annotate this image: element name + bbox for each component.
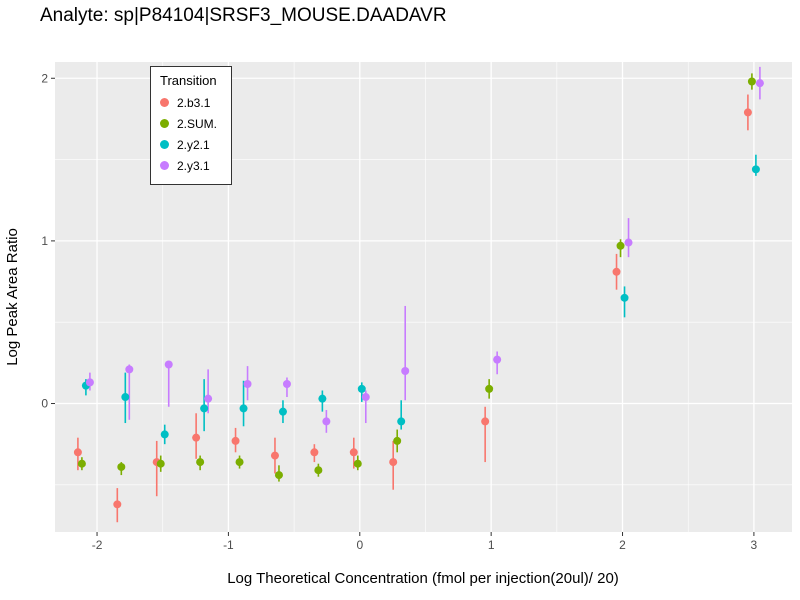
data-point (278, 407, 287, 416)
data-point (616, 241, 625, 250)
data-point (743, 108, 752, 117)
data-point (85, 378, 94, 387)
data-point (755, 79, 764, 88)
y-tick-label: 2 (41, 71, 48, 85)
data-point (156, 459, 165, 468)
data-point (77, 459, 86, 468)
legend-item: 2.y3.1 (160, 155, 217, 176)
data-point (314, 466, 323, 475)
data-point (612, 267, 621, 276)
data-point (318, 394, 327, 403)
legend-point-icon (160, 161, 169, 170)
x-tick-label: 2 (619, 538, 626, 552)
data-point (357, 384, 366, 393)
data-point (121, 393, 130, 402)
data-point (274, 471, 283, 480)
data-point (270, 451, 279, 460)
data-point (200, 404, 209, 413)
x-tick-label: 3 (751, 538, 758, 552)
data-point (389, 458, 398, 467)
data-point (160, 430, 169, 439)
legend-item: 2.b3.1 (160, 92, 217, 113)
legend-item-label: 2.SUM. (177, 116, 218, 131)
data-point (125, 365, 134, 374)
data-point (751, 165, 760, 174)
x-tick-label: 1 (488, 538, 495, 552)
legend: Transition 2.b3.1 2.SUM. 2.y2.1 2.y3.1 (150, 66, 233, 185)
data-point (235, 458, 244, 467)
data-point (620, 293, 629, 302)
data-point (747, 77, 756, 86)
legend-point-icon (160, 119, 169, 128)
legend-item: 2.SUM. (160, 113, 217, 134)
data-point (192, 433, 201, 442)
data-point (624, 238, 633, 247)
data-point (164, 360, 173, 369)
data-point (361, 393, 370, 402)
data-point (73, 448, 82, 457)
data-point (397, 417, 406, 426)
legend-item-label: 2.y3.1 (177, 158, 210, 173)
x-tick-label: -2 (92, 538, 103, 552)
x-axis-label: Log Theoretical Concentration (fmol per … (227, 570, 619, 587)
legend-item-label: 2.y2.1 (177, 137, 210, 152)
x-tick-label: 0 (356, 538, 363, 552)
data-point (239, 404, 248, 413)
legend-title: Transition (160, 73, 217, 88)
data-point (353, 459, 362, 468)
data-point (243, 380, 252, 389)
legend-point-icon (160, 98, 169, 107)
data-point (349, 448, 358, 457)
legend-item-label: 2.b3.1 (177, 95, 211, 110)
legend-items: 2.b3.1 2.SUM. 2.y2.1 2.y3.1 (160, 92, 217, 176)
data-point (393, 436, 402, 445)
legend-item: 2.y2.1 (160, 134, 217, 155)
x-tick-label: -1 (223, 538, 234, 552)
data-point (282, 380, 291, 389)
data-point (113, 500, 122, 509)
data-point (401, 366, 410, 375)
data-point (196, 458, 205, 467)
data-point (322, 417, 331, 426)
data-point (310, 448, 319, 457)
y-tick-label: 0 (41, 397, 48, 411)
data-point (493, 355, 502, 364)
legend-point-icon (160, 140, 169, 149)
data-point (231, 436, 240, 445)
plot-title: Analyte: sp|P84104|SRSF3_MOUSE.DAADAVR (40, 5, 447, 26)
y-tick-label: 1 (41, 234, 48, 248)
data-point (117, 462, 126, 471)
data-point (481, 417, 490, 426)
data-point (485, 384, 494, 393)
y-axis-label: Log Peak Area Ratio (4, 228, 21, 366)
data-point (204, 394, 213, 403)
